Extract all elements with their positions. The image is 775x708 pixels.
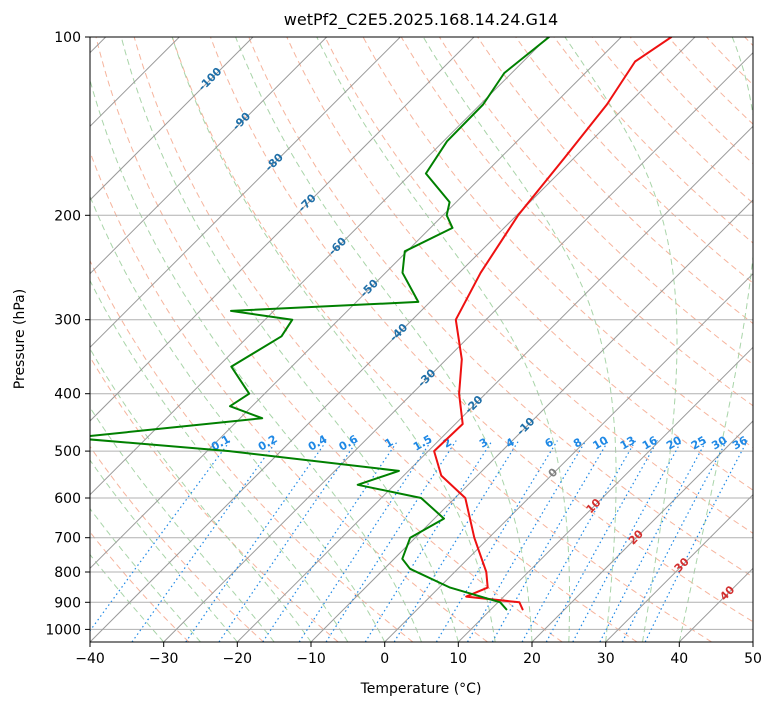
moist-adiabat-line <box>90 459 238 642</box>
dry-adiabat-line <box>171 37 712 642</box>
mixing-ratio-line <box>131 440 278 642</box>
isotherm-line <box>236 125 753 642</box>
y-tick-label: 200 <box>54 208 81 224</box>
dry-adiabat-line <box>515 37 753 284</box>
moist-adiabat-line <box>90 78 422 642</box>
isotherm-line <box>90 37 696 642</box>
dewpoint-profile-line <box>90 37 551 611</box>
dry-adiabat-line <box>400 37 753 407</box>
temperature-profile-line <box>433 37 673 611</box>
isotherm-line <box>752 641 753 642</box>
dry-adiabat-line <box>477 37 753 325</box>
x-tick-label: 30 <box>597 651 615 667</box>
y-tick-label: 1000 <box>45 622 81 638</box>
y-tick-label: 100 <box>54 30 81 46</box>
x-axis-label: Temperature (°C) <box>360 681 482 697</box>
isotherm-line <box>90 37 549 496</box>
moist-adiabat-line <box>235 37 533 642</box>
x-tick-label: 0 <box>380 651 389 667</box>
plot-background <box>90 37 753 642</box>
isotherm-line <box>457 346 753 642</box>
isotherm-line <box>90 37 254 201</box>
dry-adiabat-line <box>90 445 264 642</box>
y-axis-label: Pressure (hPa) <box>12 289 28 389</box>
isotherm-line <box>384 272 753 642</box>
x-tick-label: −30 <box>149 651 179 667</box>
moist-adiabat-line <box>171 37 496 642</box>
moist-adiabat-line <box>90 507 201 642</box>
x-tick-label: −20 <box>223 651 253 667</box>
reference-line-layer <box>90 37 753 642</box>
x-tick-label: 20 <box>523 651 541 667</box>
mixing-ratio-line <box>599 440 707 642</box>
isotherm-line <box>90 37 401 349</box>
x-tick-label: 40 <box>670 651 688 667</box>
isotherm-line <box>90 37 475 422</box>
dry-adiabat-line <box>248 37 753 578</box>
dry-adiabat-line <box>629 37 753 165</box>
isotherm-line <box>531 420 753 642</box>
isotherm-line <box>90 37 622 570</box>
mixing-ratio-line <box>364 440 493 642</box>
moist-adiabat-line <box>90 553 165 642</box>
x-tick-label: −40 <box>75 651 105 667</box>
dry-adiabat-line <box>591 37 753 204</box>
mixing-ratio-line <box>621 440 728 642</box>
sounding-series-layer <box>90 37 673 611</box>
x-tick-label: 10 <box>449 651 467 667</box>
mixing-ratio-line <box>466 440 587 642</box>
y-tick-label: 600 <box>54 491 81 507</box>
mixing-ratio-line <box>90 440 231 632</box>
moist-adiabat-line <box>678 37 753 642</box>
y-tick-label: 500 <box>54 444 81 460</box>
moist-adiabat-line <box>90 195 386 642</box>
dry-adiabat-line <box>90 259 414 642</box>
mixing-ratio-line <box>572 440 683 642</box>
isotherm-line <box>605 493 753 642</box>
x-tick-label: −10 <box>296 651 326 667</box>
moist-adiabat-line <box>422 37 617 642</box>
y-tick-label: 700 <box>54 531 81 547</box>
dry-adiabat-line <box>95 37 563 642</box>
moist-adiabat-line <box>120 37 459 642</box>
isotherm-line <box>163 51 753 642</box>
axes-layer: −40 −30 −20 −10 0 10 20 30 40 50 100 200 300 400 500 60… <box>45 30 762 667</box>
y-tick-label: 300 <box>54 313 81 329</box>
mixing-ratio-line <box>435 440 558 642</box>
y-tick-label: 400 <box>54 387 81 403</box>
x-tick-label: 50 <box>744 651 762 667</box>
mixing-ratio-line <box>644 440 748 642</box>
isotherm-line <box>310 199 753 642</box>
dry-adiabat-line <box>324 37 753 491</box>
mixing-ratio-line <box>218 440 358 642</box>
mixing-ratio-line <box>185 440 328 642</box>
chart-title: wetPf2_C2E5.2025.168.14.24.G14 <box>284 10 558 30</box>
mixing-ratio-line <box>393 440 520 642</box>
isotherm-line <box>90 37 328 275</box>
moist-adiabat-line <box>90 279 349 642</box>
plot-frame <box>89 36 754 643</box>
dry-adiabat-line <box>133 37 638 642</box>
moist-adiabat-line <box>564 37 678 642</box>
y-tick-label: 900 <box>54 595 81 611</box>
dry-adiabat-line <box>210 37 753 623</box>
y-tick-label: 800 <box>54 565 81 581</box>
